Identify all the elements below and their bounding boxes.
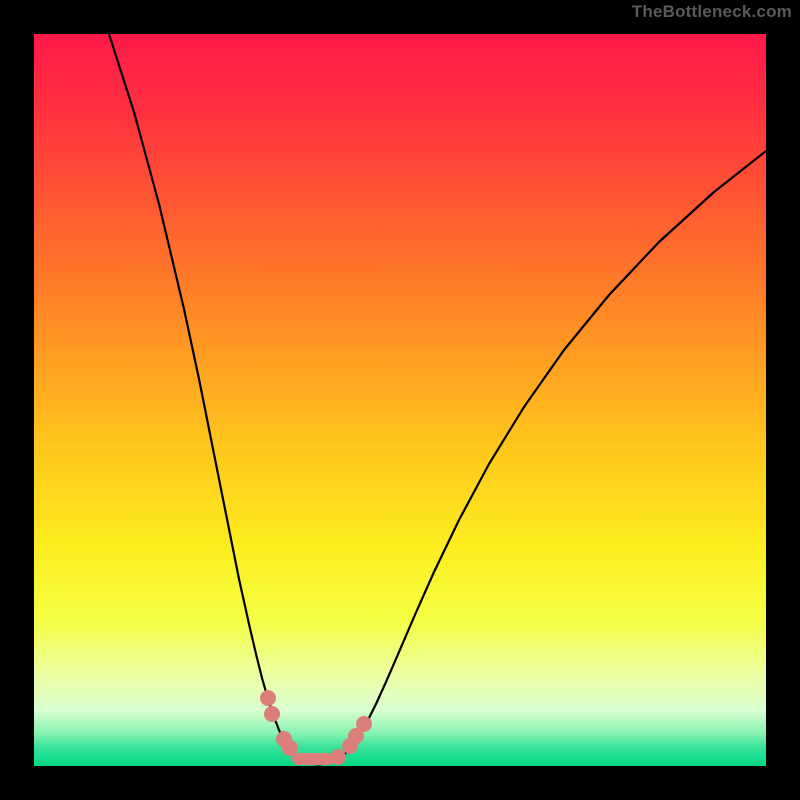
attribution-text: TheBottleneck.com: [632, 2, 792, 21]
plot-area: [34, 34, 766, 766]
marker-dot: [264, 706, 280, 722]
marker-dot: [260, 690, 276, 706]
bottleneck-curve: [109, 34, 766, 765]
bottom-marker-group: [260, 690, 372, 765]
attribution-label: TheBottleneck.com: [632, 2, 792, 22]
marker-dot: [356, 716, 372, 732]
outer-frame: TheBottleneck.com: [0, 0, 800, 800]
chart-overlay: [34, 34, 766, 766]
marker-bar: [292, 753, 334, 765]
